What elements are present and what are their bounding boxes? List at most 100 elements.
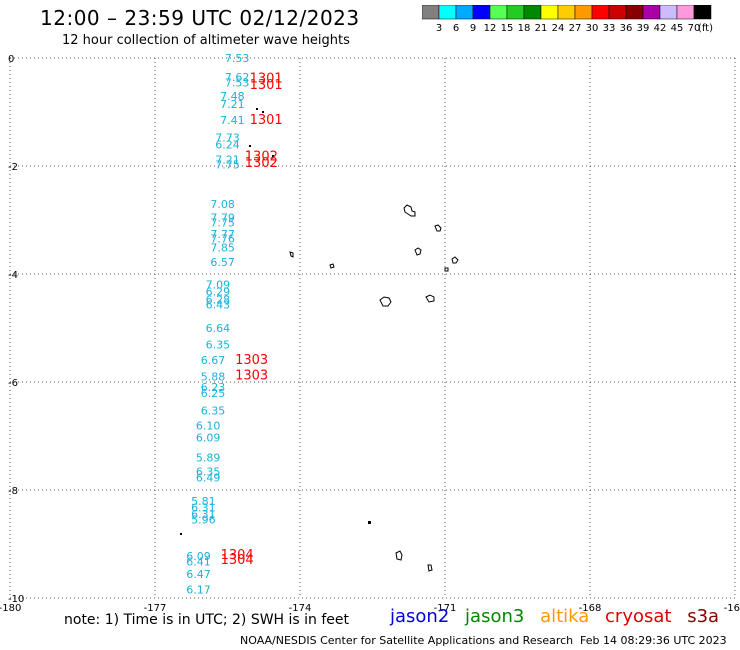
time-label: 1303 [235,353,268,368]
time-label: 1304 [221,553,254,568]
colorbar-label: 3 [436,23,442,34]
swh-label: 7.21 [220,98,245,111]
swh-label: 6.35 [201,404,226,417]
colorbar-label: 6 [453,23,459,34]
lat-tick-label: -4 [8,270,18,281]
reef-dot [368,521,371,524]
island-outline [289,251,294,258]
swh-label: 7.73 [215,132,240,145]
swh-label: 7.77 [210,228,235,241]
swh-label: 6.41 [186,556,211,569]
wave-height-colorbar: 3 6 9 12 15 18 21 24 27 30 33 36 39 42 45 70(ft) [422,5,713,34]
colorbar-label: 42 [654,23,667,34]
colorbar-label: 18 [518,23,531,34]
swh-label: 6.29 [206,286,231,299]
lon-tick-label: -180 [0,603,21,614]
time-label: 1301 [250,78,283,93]
swh-label: 6.57 [210,256,235,269]
swh-label: 7.75 [210,216,235,229]
swh-label: 7.76 [210,233,235,246]
colorbar-label: 24 [552,23,565,34]
chart-title: 12:00 – 23:59 UTC 02/12/2023 [40,6,360,30]
swh-label: 5.88 [201,370,226,383]
colorbar-unit: (ft) [698,23,713,34]
footnote: note: 1) Time is in UTC; 2) SWH is in fe… [64,612,350,628]
colorbar-swatch [693,5,712,20]
swh-label: 7.41 [220,114,245,127]
reef-dot [180,533,182,535]
time-label: 1301 [250,113,283,128]
lat-tick-label: -6 [8,378,18,389]
lat-tick-label: 0 [8,54,14,65]
swh-label: 7.85 [210,241,235,254]
island-outline [414,247,422,256]
island-outline [395,550,403,561]
swh-label: 6.09 [196,431,221,444]
lat-tick-label: -10 [8,594,24,605]
swh-label: 6.31 [191,508,216,521]
chart-subtitle: 12 hour collection of altimeter wave hei… [62,33,350,48]
time-label: 1302 [245,156,278,171]
island-outline [379,296,392,307]
time-label: 1302 [245,150,278,165]
colorbar-label: 12 [484,23,497,34]
colorbar-label: 33 [603,23,616,34]
reef-dot [249,145,251,147]
swh-label: 6.25 [201,387,226,400]
map-axis-labels: -180 -177 -174 -171 -168 -165 0 -2 -4 -6 -8 -10 [0,54,740,614]
lon-tick-label: -177 [144,603,167,614]
swh-label: 6.09 [186,550,211,563]
swh-label: 6.23 [201,381,226,394]
swh-label: 6.67 [201,354,226,367]
swh-label: 7.79 [210,212,235,225]
reef-dot [262,111,264,113]
swh-label: 7.08 [210,198,235,211]
island-outline [403,204,416,217]
lon-tick-label: -168 [579,603,602,614]
colorbar-label: 9 [470,23,476,34]
island-outline [329,263,335,269]
time-label: 1304 [221,548,254,563]
swh-label: 6.31 [191,502,216,515]
colorbar-label: 39 [637,23,650,34]
swh-label: 6.10 [196,420,221,433]
swh-label: 7.53 [225,77,250,90]
colorbar-label: 30 [586,23,599,34]
swh-label: 6.24 [215,139,240,152]
swh-label: 7.53 [225,52,250,65]
reef-dots [180,108,371,535]
swh-label: 7.75 [215,159,240,172]
colorbar-label: 45 [671,23,684,34]
swh-label: 6.47 [186,568,211,581]
swh-label: 7.21 [215,153,240,166]
swh-label: 6.17 [186,584,211,597]
island-outline [444,267,449,272]
lat-tick-label: -2 [8,162,18,173]
swh-labels: 7.537.627.537.487.217.417.736.247.217.75… [186,52,249,597]
island-outline [434,224,442,232]
swh-label: 5.96 [191,513,216,526]
swh-label: 6.35 [206,339,231,352]
colorbar-label: 15 [501,23,514,34]
mission-altika: altika [540,606,590,627]
lat-tick-label: -8 [8,486,18,497]
swh-label: 5.81 [191,495,216,508]
reef-dot [272,155,274,157]
mission-legend: jason2 jason3 altika cryosat s3a [390,606,729,627]
swh-label: 6.49 [196,471,221,484]
swh-label: 6.35 [196,465,221,478]
mission-jason3: jason3 [465,606,525,627]
island-outline [427,564,433,572]
graticule-grid [9,57,736,599]
colorbar-label: 27 [569,23,582,34]
island-outlines [289,204,459,572]
credit-line: NOAA/NESDIS Center for Satellite Applica… [240,634,574,647]
swh-label: 5.89 [196,451,221,464]
swh-label: 6.64 [206,322,231,335]
mission-cryosat: cryosat [605,606,672,627]
lon-tick-label: -165 [724,603,740,614]
lon-tick-label: -171 [434,603,457,614]
colorbar-label: 70 [688,23,701,34]
